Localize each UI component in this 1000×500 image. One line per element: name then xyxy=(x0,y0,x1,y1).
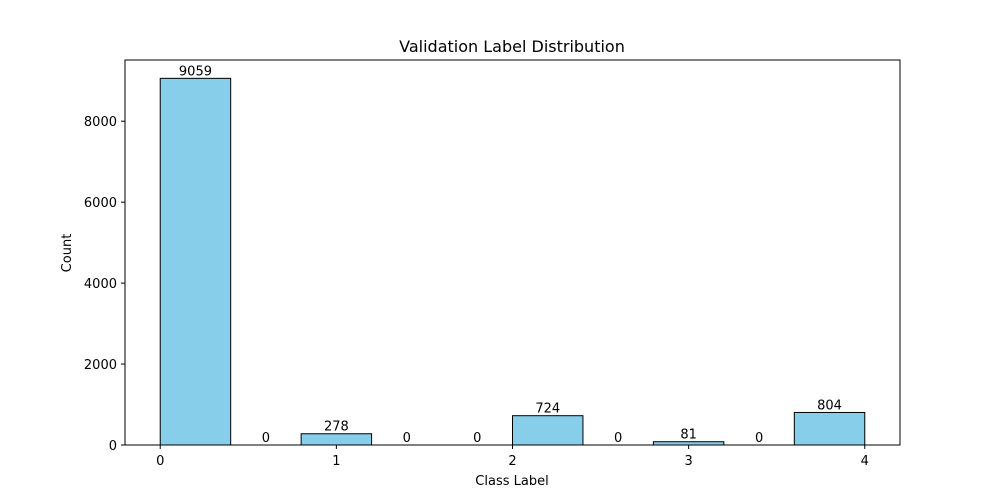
y-tick-label-2: 4000 xyxy=(84,277,117,292)
data-label-bin-3: 0 xyxy=(403,431,411,446)
x-axis-label: Class Label xyxy=(475,474,548,489)
data-label-bin-0: 9059 xyxy=(179,64,212,79)
chart-title: Validation Label Distribution xyxy=(399,37,625,56)
x-axis-ticks: 0 1 2 3 4 xyxy=(156,445,869,469)
y-tick-label-1: 2000 xyxy=(84,358,117,373)
data-label-bin-9: 804 xyxy=(817,398,842,413)
data-label-bin-7: 81 xyxy=(680,428,697,443)
y-tick-label-4: 8000 xyxy=(84,115,117,130)
bar-bin-0 xyxy=(159,77,232,446)
x-tick-label-4: 4 xyxy=(861,454,869,469)
data-label-bin-5: 724 xyxy=(535,402,560,417)
y-tick-label-3: 6000 xyxy=(84,196,117,211)
y-axis-label: Count xyxy=(60,234,75,273)
data-label-bin-6: 0 xyxy=(614,431,622,446)
bar-bin-2 xyxy=(300,433,373,446)
x-tick-label-3: 3 xyxy=(684,454,692,469)
bars-group xyxy=(159,77,866,446)
data-label-bin-4: 0 xyxy=(473,431,481,446)
x-tick-label-2: 2 xyxy=(508,454,516,469)
bar-bin-9 xyxy=(793,411,866,446)
bar-bin-5 xyxy=(512,415,584,446)
x-tick-label-1: 1 xyxy=(332,454,340,469)
y-axis-ticks: 0 2000 4000 6000 8000 xyxy=(84,115,125,454)
x-tick-label-0: 0 xyxy=(156,454,164,469)
data-label-bin-2: 278 xyxy=(324,420,349,435)
data-label-bin-1: 0 xyxy=(262,431,270,446)
data-labels-group: 9059 0 278 0 0 724 0 81 0 804 xyxy=(179,64,842,446)
y-tick-label-0: 0 xyxy=(109,439,117,454)
data-label-bin-8: 0 xyxy=(755,431,763,446)
